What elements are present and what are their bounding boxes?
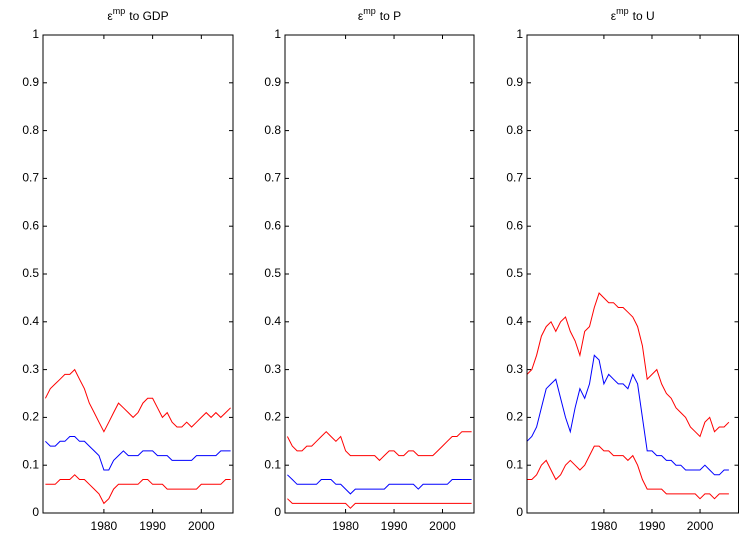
y-tick-label: 0.4 bbox=[506, 314, 523, 328]
title-symbol: ε bbox=[358, 9, 364, 23]
x-tick-label: 1980 bbox=[91, 519, 118, 533]
x-tick-label: 2000 bbox=[687, 519, 714, 533]
y-tick-label: 0.2 bbox=[22, 410, 39, 424]
y-tick-label: 0.7 bbox=[22, 171, 39, 185]
y-tick-label: 0.1 bbox=[506, 457, 523, 471]
y-tick-label: 0.6 bbox=[22, 218, 39, 232]
y-tick-label: 0.3 bbox=[264, 362, 281, 376]
y-tick-label: 0.8 bbox=[22, 123, 39, 137]
y-tick-label: 0.9 bbox=[506, 75, 523, 89]
series-line bbox=[287, 474, 472, 495]
y-tick-label: 0.6 bbox=[506, 218, 523, 232]
x-tick-label: 1980 bbox=[591, 519, 618, 533]
y-tick-label: 0.1 bbox=[22, 457, 39, 471]
x-tick-label: 1990 bbox=[381, 519, 408, 533]
title-symbol: ε bbox=[611, 9, 617, 23]
plot-frame bbox=[526, 34, 739, 514]
y-tick-label: 0 bbox=[516, 505, 523, 519]
y-tick-label: 0.8 bbox=[264, 123, 281, 137]
y-tick-label: 0.4 bbox=[264, 314, 281, 328]
series-line bbox=[526, 292, 730, 438]
plot-frame bbox=[284, 34, 475, 514]
series-line bbox=[527, 445, 729, 500]
title-symbol: ε bbox=[107, 9, 113, 23]
series-line bbox=[526, 354, 729, 476]
y-tick-label: 0.9 bbox=[264, 75, 281, 89]
title-superscript: mp bbox=[616, 6, 629, 16]
y-tick-label: 0.7 bbox=[506, 171, 523, 185]
y-tick-label: 0.7 bbox=[264, 171, 281, 185]
chart-title: εmp to U bbox=[611, 6, 655, 23]
y-tick-label: 0.5 bbox=[506, 266, 523, 280]
y-tick-label: 0.2 bbox=[264, 410, 281, 424]
y-tick-label: 0 bbox=[32, 505, 39, 519]
series-line bbox=[45, 436, 231, 471]
y-tick-label: 0.4 bbox=[22, 314, 39, 328]
x-tick-label: 1980 bbox=[332, 519, 359, 533]
y-tick-label: 0.3 bbox=[506, 362, 523, 376]
y-tick-label: 0.1 bbox=[264, 457, 281, 471]
title-text: to P bbox=[380, 9, 401, 23]
y-tick-label: 0.6 bbox=[264, 218, 281, 232]
y-tick-label: 0 bbox=[274, 505, 281, 519]
y-tick-label: 1 bbox=[274, 27, 281, 41]
series-line bbox=[45, 474, 231, 505]
title-text: to U bbox=[633, 9, 655, 23]
y-tick-label: 0.5 bbox=[264, 266, 281, 280]
series-line bbox=[287, 498, 472, 509]
y-tick-label: 0.3 bbox=[22, 362, 39, 376]
y-tick-label: 0.8 bbox=[506, 123, 523, 137]
title-superscript: mp bbox=[113, 6, 126, 16]
x-tick-label: 1990 bbox=[139, 519, 166, 533]
y-tick-label: 0.9 bbox=[22, 75, 39, 89]
x-tick-label: 2000 bbox=[188, 519, 215, 533]
title-text: to GDP bbox=[129, 9, 168, 23]
y-tick-label: 0.5 bbox=[22, 266, 39, 280]
y-tick-label: 1 bbox=[32, 27, 39, 41]
series-line bbox=[44, 368, 231, 433]
x-tick-label: 1990 bbox=[639, 519, 666, 533]
chart-title: εmp to GDP bbox=[107, 6, 168, 23]
x-tick-label: 2000 bbox=[429, 519, 456, 533]
title-superscript: mp bbox=[363, 6, 376, 16]
y-tick-label: 0.2 bbox=[506, 410, 523, 424]
chart-title: εmp to P bbox=[358, 6, 401, 23]
plot-frame bbox=[42, 34, 234, 514]
y-tick-label: 1 bbox=[516, 27, 523, 41]
series-line bbox=[286, 430, 472, 462]
